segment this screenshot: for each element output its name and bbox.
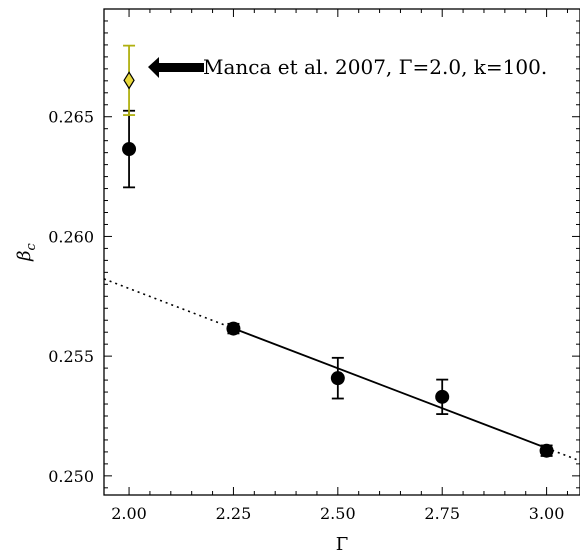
- annotation: Manca et al. 2007, Γ=2.0, k=100.: [148, 55, 547, 79]
- data-point: [330, 371, 345, 386]
- x-tick-label: 2.75: [424, 504, 460, 523]
- data-point: [226, 321, 241, 336]
- x-tick-label: 2.50: [320, 504, 356, 523]
- data-markers: [122, 44, 554, 458]
- y-tick-label: 0.260: [48, 227, 94, 246]
- annotation-arrow: [148, 57, 204, 78]
- y-tick-label: 0.250: [48, 467, 94, 486]
- fit-line: [103, 278, 580, 462]
- x-axis-label: Γ: [336, 534, 349, 553]
- y-axis-label-main: β: [14, 250, 35, 261]
- y-axis-label-sub: c: [24, 242, 39, 250]
- x-tick-label: 2.00: [111, 504, 147, 523]
- plot-frame: [103, 8, 580, 496]
- x-tick-label: 3.00: [529, 504, 565, 523]
- axes: 2.00 2.25 2.50 2.75 3.00 0.250 0.255 0.260 0.265…: [14, 8, 580, 553]
- data-point: [122, 142, 137, 157]
- y-axis-label: βc: [14, 242, 39, 261]
- y-tick-label: 0.265: [48, 108, 94, 127]
- y-tick-label: 0.255: [48, 347, 94, 366]
- x-tick-label: 2.25: [216, 504, 252, 523]
- fit-line-solid: [233, 327, 547, 449]
- annotation-text: Manca et al. 2007, Γ=2.0, k=100.: [203, 55, 547, 79]
- data-point: [435, 389, 450, 404]
- data-point: [539, 443, 554, 458]
- data-point-diamond: [123, 71, 135, 90]
- fit-line-dotted-left: [103, 278, 234, 330]
